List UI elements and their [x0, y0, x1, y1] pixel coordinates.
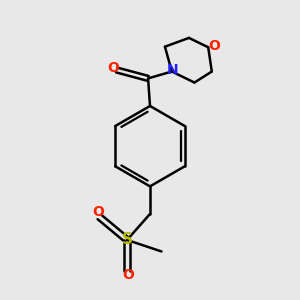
Text: O: O	[208, 39, 220, 53]
Text: N: N	[167, 63, 178, 77]
Text: O: O	[108, 61, 120, 76]
Text: O: O	[123, 268, 134, 282]
Text: O: O	[92, 206, 104, 219]
Text: S: S	[122, 232, 133, 247]
